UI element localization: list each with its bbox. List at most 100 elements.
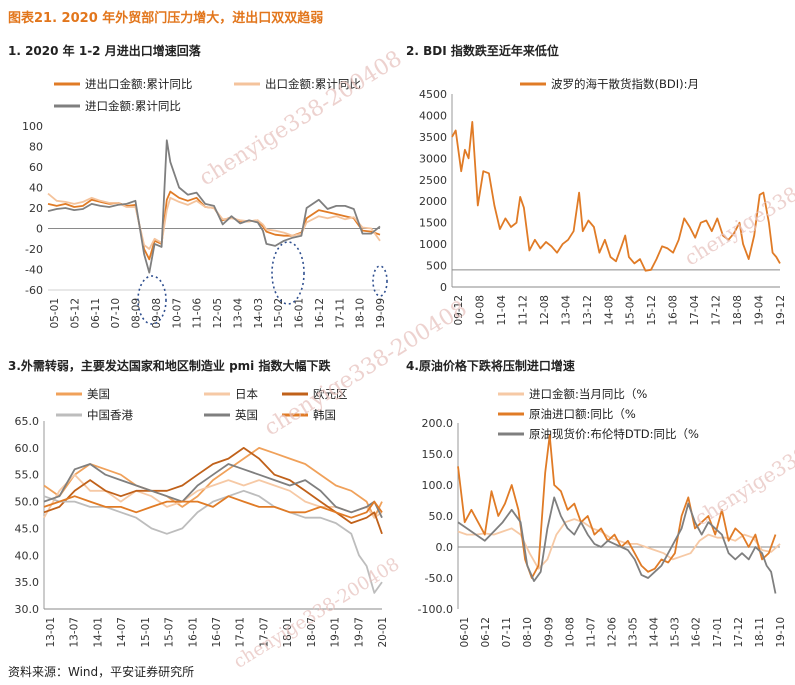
y-tick-label: -40 [25,264,43,277]
bdi-chart: 波罗的海干散货指数(BDI):月 0 500 1000 1500 2000 2500 3000… [419,77,787,326]
highlight-circle [271,241,305,305]
y-tick-label: 60.0 [15,442,40,455]
series-line [43,447,383,519]
y-tick-label: -20 [25,243,43,256]
series-line [47,192,381,250]
x-tick-label: 18-01 [282,617,294,648]
x-tick-label: 09-08 [151,298,163,329]
figure-title: 图表21. 2020 年外贸部门压力增大，进出口双双趋弱 [8,11,324,26]
x-tick-label: 19-07 [353,617,365,648]
x-tick-label: 13-04 [560,295,572,326]
x-tick-label: 16-07 [211,617,223,648]
x-tick-label: 14-03 [253,298,265,329]
x-tick-label: 19-01 [330,617,342,648]
x-tick-label: 15-01 [140,617,152,648]
y-tick-label: 45.0 [15,522,40,535]
x-tick-label: 17-07 [258,617,270,648]
y-tick-label: 40 [29,182,43,195]
x-tick-label: 13-12 [582,295,594,326]
highlight-circle [372,265,388,297]
legend-label: 韩国 [313,408,336,422]
panel-title: 4.原油价格下跌将压制进口增速 [406,359,575,373]
legend-label: 波罗的海干散货指数(BDI):月 [551,77,699,91]
x-tick-label: 18-08 [732,295,744,326]
panel-title: 3.外需转弱，主要发达国家和地区制造业 pmi 指数大幅下跌 [8,359,331,373]
series-line [47,190,381,261]
y-tick-label: 100 [22,120,43,133]
y-tick-label: 50.0 [15,496,40,509]
x-tick-label: 15-04 [625,295,637,326]
y-tick-label: 55.0 [15,469,40,482]
y-tick-label: 500 [426,260,447,273]
x-tick-label: 19-12 [775,295,787,326]
series-line [43,495,383,519]
series-line [43,463,383,519]
y-tick-label: 3000 [419,152,447,165]
x-tick-label: 12-08 [539,295,551,326]
legend-label: 欧元区 [313,387,348,401]
x-tick-label: 19-04 [754,295,766,326]
legend-label: 进口金额:当月同比（% [529,387,647,401]
x-tick-label: 13-04 [232,298,244,329]
x-tick-label: 13-07 [69,617,81,648]
chart-panel-crude: 4.原油价格下跌将压制进口增速 进口金额:当月同比（% 原油进口额:同比（% 原油现… [402,357,790,672]
x-tick-label: 15-07 [164,617,176,648]
x-tick-label: 16-08 [668,295,680,326]
x-tick-label: 10-08 [564,617,576,648]
x-tick-label: 14-01 [92,617,104,648]
y-tick-label: 40.0 [15,549,40,562]
x-tick-label: 13-05 [628,617,640,648]
x-tick-label: 17-01 [712,617,724,648]
y-tick-label: 4000 [419,109,447,122]
x-tick-label: 16-01 [187,617,199,648]
x-tick-label: 08-09 [131,298,143,329]
x-tick-label: 16-02 [691,617,703,648]
legend-label: 原油现货价:布伦特DTD:同比（% [529,427,699,441]
y-tick-label: 2000 [419,195,447,208]
y-tick-label: -50.0 [425,572,453,585]
x-tick-label: 06-11 [90,298,102,329]
y-tick-label: 0 [36,223,43,236]
x-tick-label: 17-11 [334,298,346,329]
y-tick-label: 1500 [419,217,447,230]
x-tick-label: 06-01 [459,617,471,648]
x-tick-label: 14-04 [649,617,661,648]
chart-panel-bdi: 2. BDI 指数跌至近年来低位 波罗的海干散货指数(BDI):月 0 500 100… [402,42,790,357]
legend-label: 进出口金额:累计同比 [85,77,192,91]
x-tick-label: 10-08 [474,295,486,326]
x-tick-label: 17-12 [711,295,723,326]
y-tick-label: 20 [29,202,43,215]
x-tick-label: 15-03 [670,617,682,648]
x-tick-label: 11-07 [585,617,597,648]
y-tick-label: 65.0 [15,415,40,428]
x-tick-label: 11-06 [192,298,204,329]
y-tick-label: 150.0 [422,448,454,461]
x-tick-label: 05-01 [49,298,61,329]
legend-label: 英国 [235,408,258,422]
x-tick-label: 11-04 [496,295,508,326]
highlight-circle [137,275,167,325]
y-tick-label: 35.0 [15,576,40,589]
y-tick-label: 30.0 [15,603,40,616]
x-tick-label: 15-02 [273,298,285,329]
x-tick-label: 18-10 [355,298,367,329]
y-tick-label: 0 [440,281,447,294]
x-tick-label: 06-12 [480,617,492,648]
series-line [457,518,781,570]
x-tick-label: 07-10 [110,298,122,329]
legend-label: 进口金额:累计同比 [85,99,181,113]
x-tick-label: 14-07 [116,617,128,648]
x-tick-label: 20-01 [377,617,389,648]
chart-panel-pmi: 3.外需转弱，主要发达国家和地区制造业 pmi 指数大幅下跌 美国 日本 欧元区 中国… [4,357,392,672]
x-tick-label: 09-12 [453,295,465,326]
legend-label: 美国 [87,387,110,401]
x-tick-label: 07-11 [501,617,513,648]
x-tick-label: 10-07 [171,298,183,329]
y-tick-label: 100.0 [422,479,454,492]
x-tick-label: 08-10 [522,617,534,648]
x-tick-label: 17-12 [733,617,745,648]
legend-label: 出口金额:累计同比 [265,77,361,91]
y-tick-label: 1000 [419,238,447,251]
x-tick-label: 13-01 [45,617,57,648]
